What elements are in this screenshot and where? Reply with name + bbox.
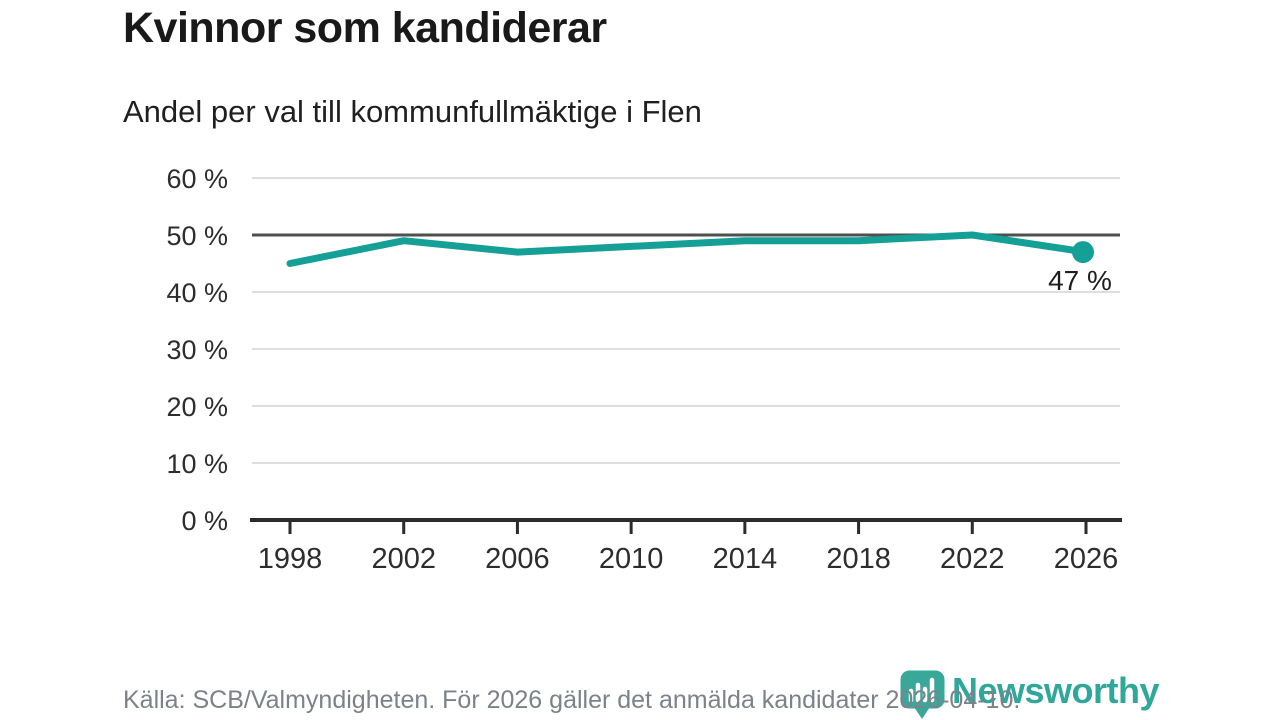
x-tick-label: 2010 [599,543,664,575]
y-tick-label: 30 % [166,335,228,365]
newsworthy-logo: Newsworthy [899,669,1160,719]
page-title: Kvinnor som kandiderar [123,4,607,52]
x-tick-label: 2026 [1054,543,1119,575]
x-tick-label: 2014 [713,543,778,575]
x-tick-label: 2018 [826,543,891,575]
y-tick-label: 40 % [166,278,228,308]
x-tick-label: 2006 [485,543,550,575]
newsworthy-wordmark: Newsworthy [952,670,1160,711]
x-tick-label: 2022 [940,543,1005,575]
chart-subtitle: Andel per val till kommunfullmäktige i F… [123,94,702,129]
y-tick-label: 50 % [166,221,228,251]
y-tick-label: 20 % [166,392,228,422]
data-point-label: 47 % [1048,265,1112,296]
x-tick-label: 1998 [258,543,323,575]
x-tick-label: 2002 [371,543,436,575]
y-tick-label: 60 % [166,164,228,194]
data-point-marker [1072,241,1094,264]
source-note: Källa: SCB/Valmyndigheten. För 2026 gäll… [123,686,1021,714]
bar-chart-bubble-icon [900,670,945,719]
data-line [286,231,1090,267]
y-tick-label: 10 % [166,449,228,479]
y-tick-label: 0 % [181,506,228,536]
